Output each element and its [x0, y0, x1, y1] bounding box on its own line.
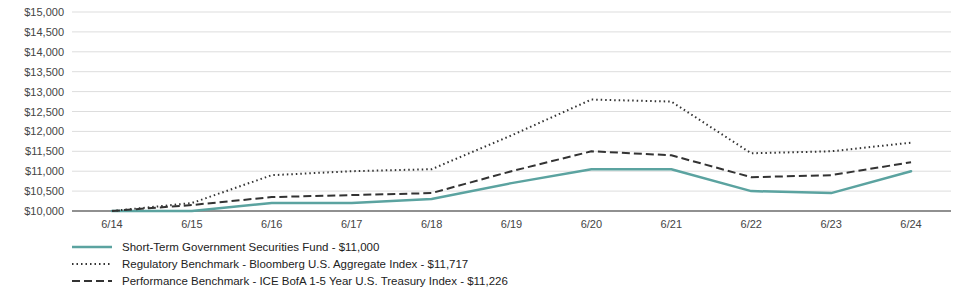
legend-swatch — [72, 246, 112, 249]
legend: Short-Term Government Securities Fund - … — [72, 241, 508, 287]
y-tick-label: $13,500 — [24, 66, 64, 78]
y-tick-label: $10,500 — [24, 185, 64, 197]
y-tick-label: $14,500 — [24, 26, 64, 38]
x-tick-label: 6/24 — [900, 218, 921, 230]
grid-line — [72, 111, 951, 112]
x-tick-label: 6/20 — [581, 218, 602, 230]
grid-line — [72, 191, 951, 192]
x-tick-labels: 6/14 6/15 6/16 6/17 6/18 6/19 6/20 6/21 6/22 6/23… — [101, 218, 922, 230]
y-tick-label: $11,500 — [25, 145, 64, 157]
legend-label: Performance Benchmark - ICE BofA 1-5 Yea… — [122, 275, 508, 287]
grid-line — [72, 12, 951, 13]
y-tick-label: $11,000 — [25, 165, 64, 177]
x-tick-label: 6/21 — [661, 218, 682, 230]
chart-svg: $10,000 $10,500 $11,000 $11,500 $12,000 $12,5… — [0, 0, 975, 304]
x-tick-label: 6/15 — [181, 218, 202, 230]
legend-swatch — [72, 280, 112, 282]
series-line — [112, 100, 911, 211]
grid-line — [72, 91, 951, 92]
y-tick-label: $15,000 — [24, 6, 64, 18]
y-grid — [72, 12, 951, 211]
series-line — [112, 151, 911, 211]
x-tick-label: 6/19 — [501, 218, 522, 230]
legend-swatch — [72, 263, 112, 265]
grid-line — [72, 31, 951, 32]
x-tick-label: 6/22 — [741, 218, 762, 230]
y-tick-label: $12,000 — [24, 125, 64, 137]
chart-container: $10,000 $10,500 $11,000 $11,500 $12,000 $12,5… — [0, 0, 975, 304]
y-tick-label: $12,500 — [24, 106, 64, 118]
x-tick-label: 6/17 — [341, 218, 362, 230]
y-tick-label: $13,000 — [24, 86, 64, 98]
grid-line — [72, 151, 951, 152]
grid-line — [72, 71, 951, 72]
lines — [112, 100, 911, 211]
legend-label: Regulatory Benchmark - Bloomberg U.S. Ag… — [122, 258, 468, 270]
legend-label: Short-Term Government Securities Fund - … — [122, 241, 379, 253]
x-tick-label: 6/23 — [820, 218, 841, 230]
y-tick-label: $14,000 — [24, 46, 64, 58]
grid-line — [72, 131, 951, 132]
y-tick-labels: $10,000 $10,500 $11,000 $11,500 $12,000 $12,5… — [24, 6, 64, 217]
y-tick-label: $10,000 — [24, 205, 64, 217]
grid-line — [72, 51, 951, 52]
x-tick-label: 6/18 — [421, 218, 442, 230]
x-tick-label: 6/14 — [101, 218, 122, 230]
x-tick-label: 6/16 — [261, 218, 282, 230]
